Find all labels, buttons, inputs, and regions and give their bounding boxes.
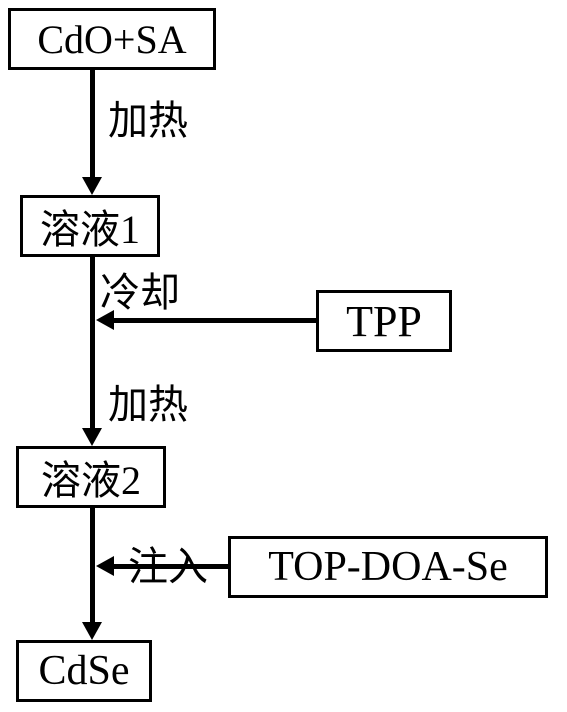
label-heat-1: 加热 (108, 88, 188, 146)
box-cdse: CdSe (16, 640, 152, 702)
box-top-doa-se: TOP-DOA-Se (228, 536, 548, 598)
box-cdo-sa: CdO+SA (8, 8, 216, 70)
box-tpp: TPP (316, 290, 452, 352)
box-solution-2-text: 溶液2 (41, 448, 141, 506)
box-tpp-text: TPP (346, 296, 422, 347)
box-solution-1-text: 溶液1 (40, 197, 140, 255)
label-heat-2: 加热 (108, 372, 188, 430)
box-solution-1: 溶液1 (20, 195, 160, 257)
box-top-doa-se-text: TOP-DOA-Se (268, 543, 508, 591)
box-cdo-sa-text: CdO+SA (37, 16, 186, 63)
box-cdse-text: CdSe (38, 647, 129, 695)
box-solution-2: 溶液2 (16, 446, 166, 508)
